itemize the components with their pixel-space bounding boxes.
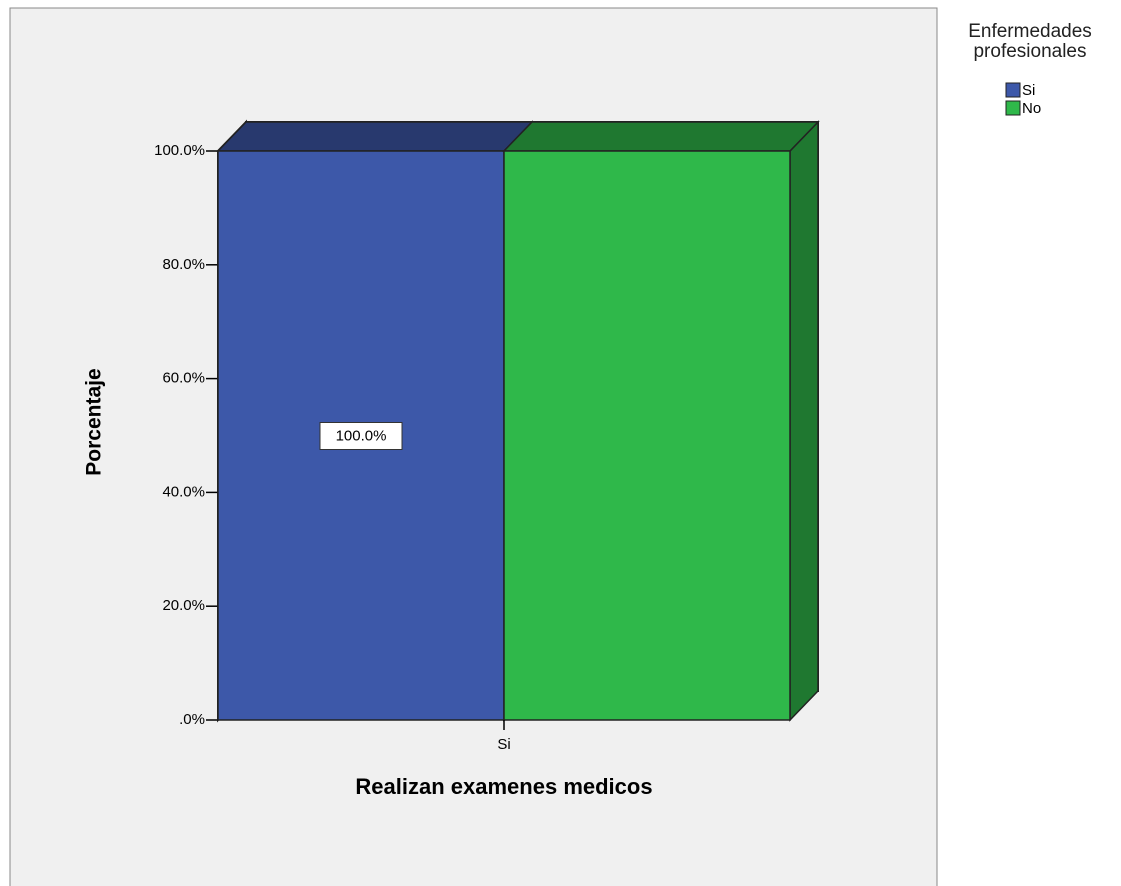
legend-swatch <box>1005 100 1021 116</box>
bar-side <box>789 120 819 722</box>
y-tick-label: 80.0% <box>162 256 205 273</box>
data-label: 100.0% <box>336 427 387 444</box>
legend-title: Enfermedades profesionales <box>968 21 1092 62</box>
legend-label: No <box>1022 100 1041 117</box>
bar <box>503 150 791 721</box>
y-tick-label: 100.0% <box>154 142 205 159</box>
data-label-box <box>319 422 403 450</box>
y-tick-label: 60.0% <box>162 370 205 387</box>
y-tick-label: .0% <box>179 711 205 728</box>
x-axis-title: Realizan examenes medicos <box>355 774 652 799</box>
x-tick-label: Si <box>497 736 510 753</box>
bar-top <box>216 121 534 152</box>
legend-swatch <box>1005 82 1021 98</box>
legend-label: Si <box>1022 82 1035 99</box>
y-tick-label: 40.0% <box>162 483 205 500</box>
bar-top <box>502 121 820 152</box>
y-tick-label: 20.0% <box>162 597 205 614</box>
y-axis-title: Porcentaje <box>83 368 106 475</box>
